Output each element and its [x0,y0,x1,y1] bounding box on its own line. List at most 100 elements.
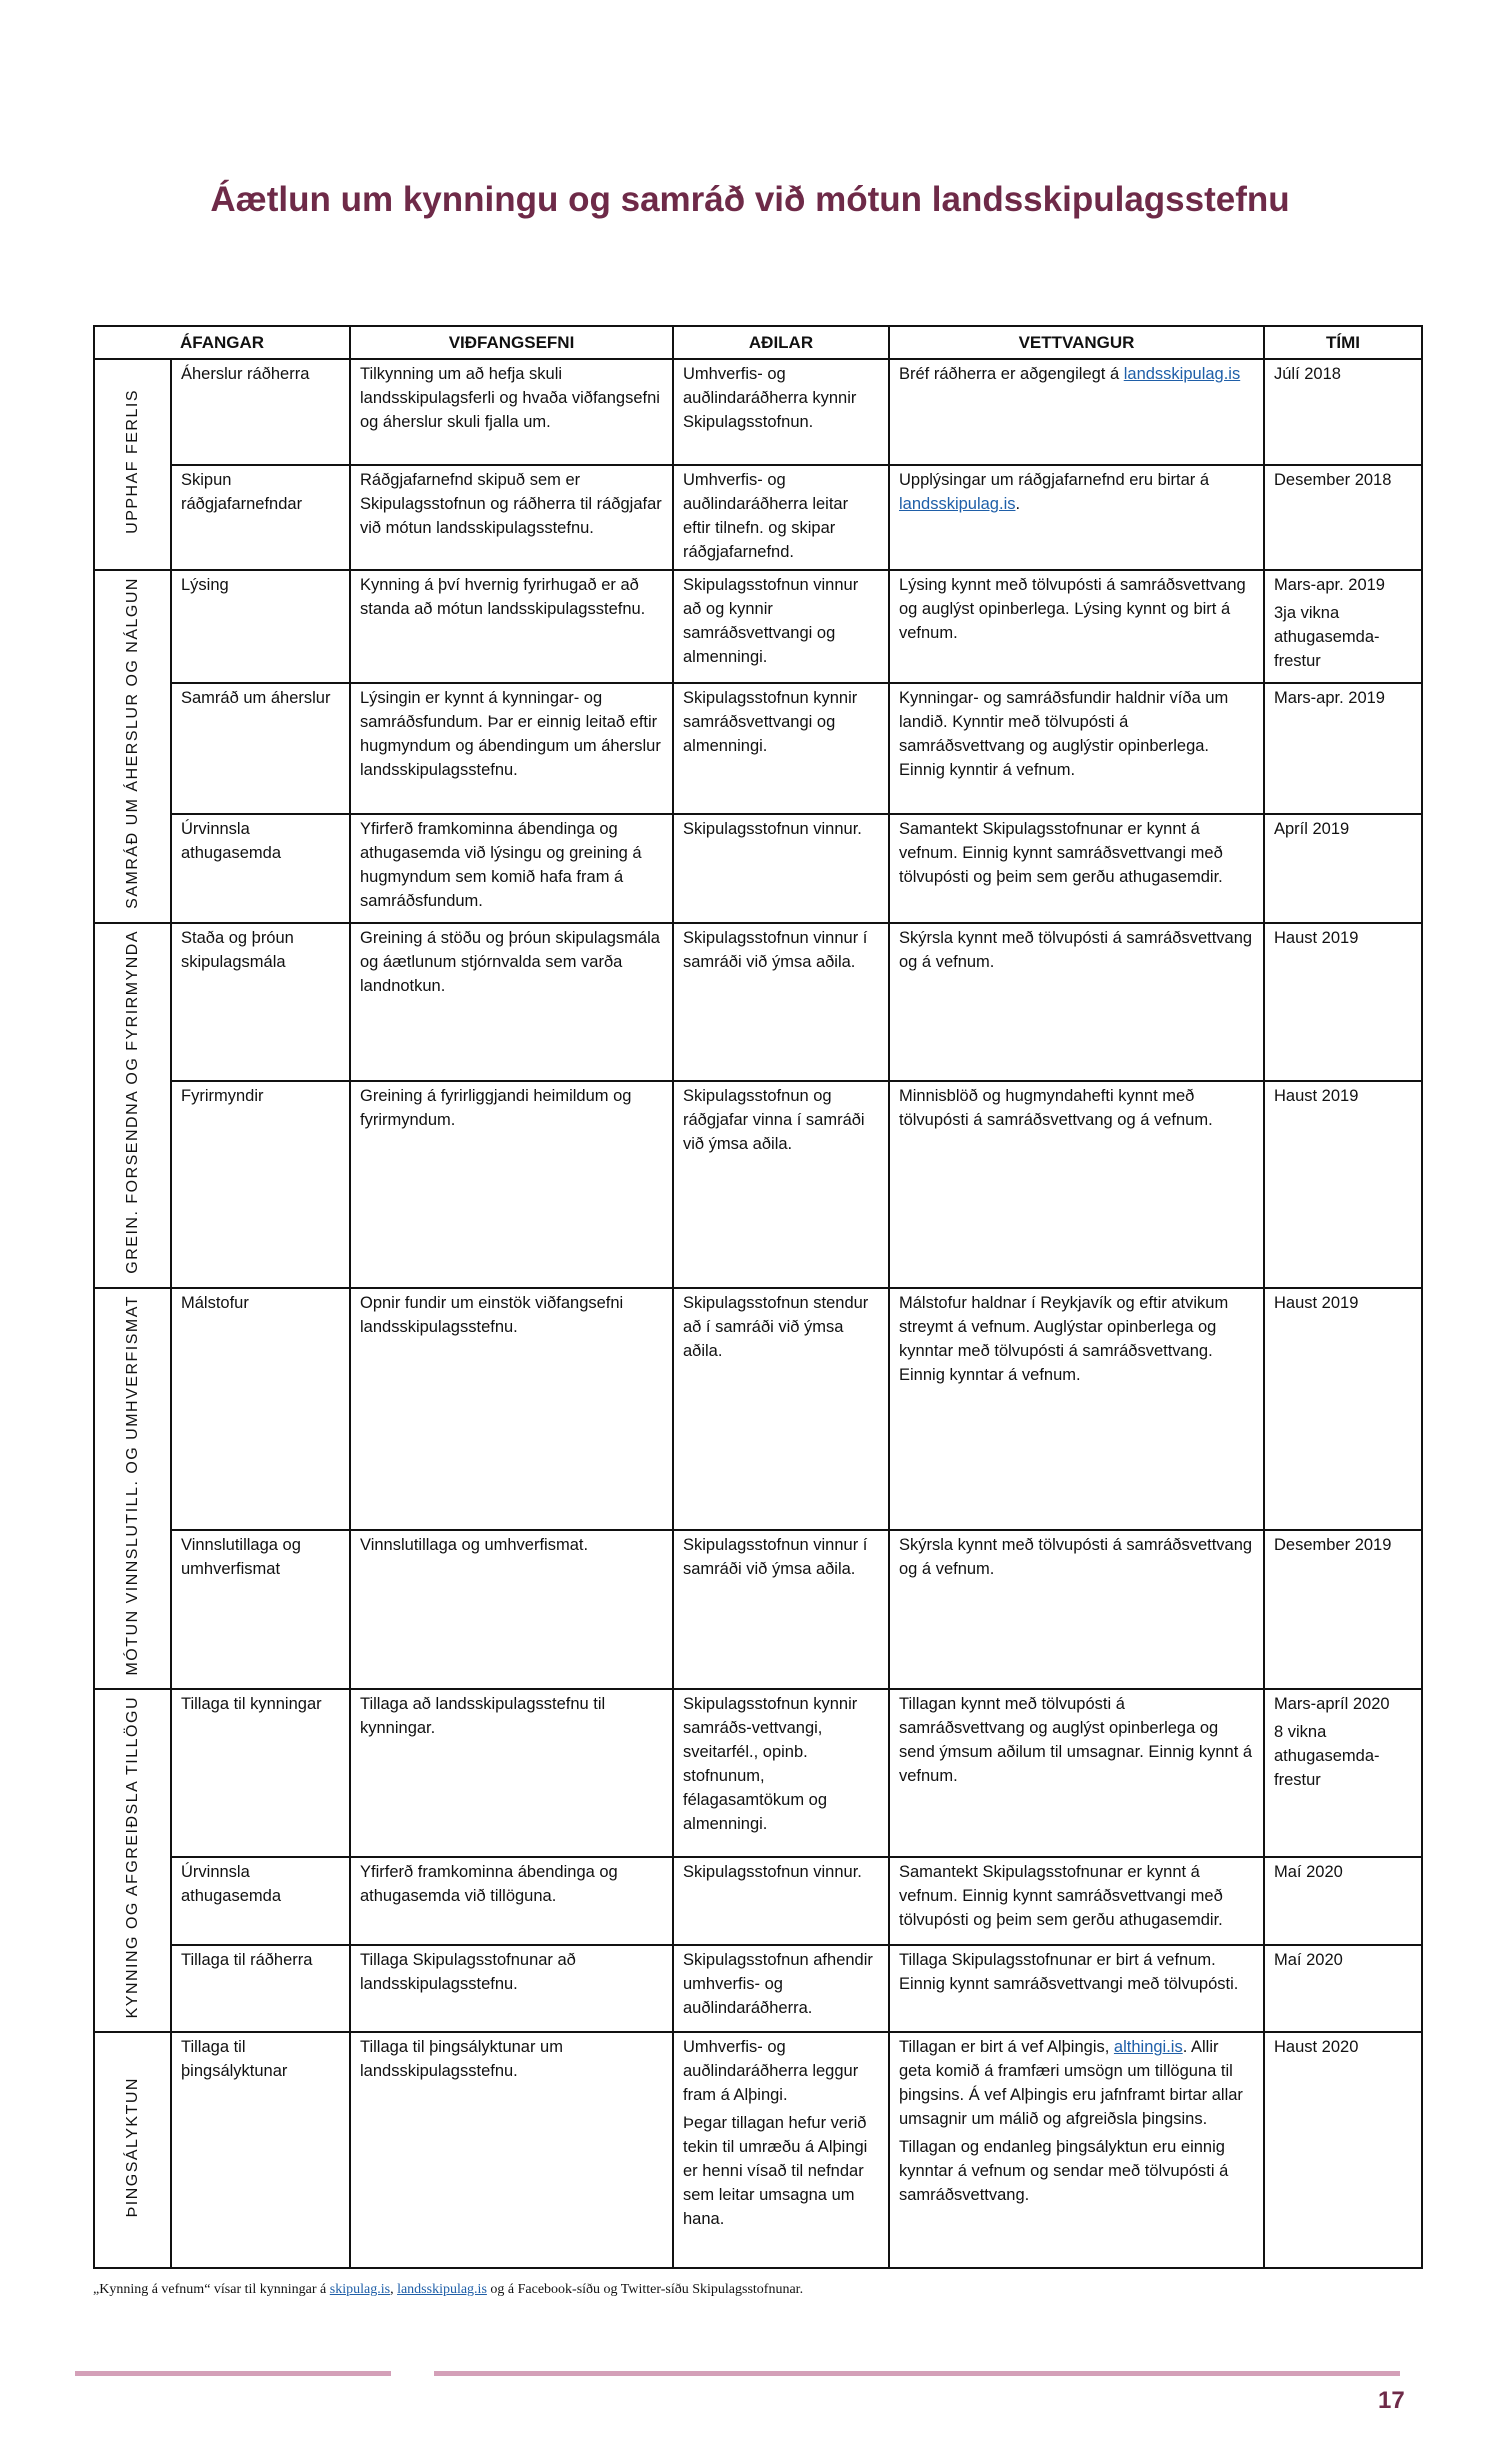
table-row: Úrvinnsla athugasemda Yfirferð framkominn… [94,813,1423,924]
stage-cell: Málstofur [170,1286,351,1531]
stage-cell: Staða og þróun skipulagsmála [170,921,351,1082]
venue-link[interactable]: althingi.is [1113,2038,1183,2057]
table-row: Vinnslutillaga og umhverfismat Vinnslutil… [94,1528,1423,1691]
content-area: ÁFANGAR VIÐFANGSEFNI AÐILAR VETTVANGUR T… [93,325,1423,2299]
table-row: MÓTUN VINNSLUTILL. OG UMHVERFISMAT Málsto… [93,1286,1423,1691]
phase-group-label: MÓTUN VINNSLUTILL. OG UMHVERFISMAT [93,1286,172,1691]
parties-text: Skipulagsstofnun vinnur í samráði við ým… [683,928,868,971]
venue-text: Samantekt Skipulagsstofnunar er kynnt á … [899,820,1223,887]
venue-cell: Tillaga Skipulagsstofnunar er birt á vef… [888,1943,1265,2034]
venue-text: Upplýsingar um ráðgjafarnefnd eru birtar… [899,471,1209,489]
footnote-link-landsskipulag[interactable]: landsskipulag.is [397,2282,487,2298]
time-text: Júlí 2018 [1274,365,1341,383]
time-text: Haust 2019 [1274,1086,1359,1105]
header-afangar: ÁFANGAR [93,325,351,360]
phase-group-label: KYNNING OG AFGREIÐSLA TILLÖGU [93,1688,172,2034]
venue-text-after: . [1015,495,1021,513]
parties-text: Skipulagsstofnun kynnir samráðsvettvangi… [683,688,858,755]
stage-cell: Úrvinnsla athugasemda [170,813,351,924]
parties-text: Skipulagsstofnun vinnur að og kynnir sam… [683,576,859,666]
parties-text: Skipulagsstofnun vinnur í samráði við ým… [683,1535,868,1578]
topic-cell: Opnir fundir um einstök viðfangsefni lan… [349,1286,674,1531]
venue-text: Bréf ráðherra er aðgengilegt á [899,365,1120,383]
table-row: KYNNING OG AFGREIÐSLA TILLÖGU Tillaga til… [93,1688,1423,2034]
phase-label: UPPHAF FERLIS [123,388,141,534]
venue-cell: Skýrsla kynnt með tölvupósti á samráðsve… [888,1528,1265,1691]
footnote-sep: , [390,2282,398,2298]
table-row: Skipun ráðgjafarnefndar Ráðgjafarnefnd sk… [94,464,1423,571]
time-cell: Desember 2019 [1263,1528,1423,1691]
stage-cell: Áherslur ráðherra [170,358,351,466]
footer-rule-right [434,2371,1400,2377]
venue-text: Samantekt Skipulagsstofnunar er kynnt á … [899,1862,1223,1929]
venue-cell: Bréf ráðherra er aðgengilegt á landsskip… [888,358,1265,466]
time-cell: Haust 2019 [1263,1079,1423,1289]
venue-cell: Samantekt Skipulagsstofnunar er kynnt á … [888,1855,1265,1946]
parties-cell: Skipulagsstofnun stendur að í samráði vi… [672,1286,890,1531]
parties-cell: Skipulagsstofnun afhendir umhverfis- og … [672,1943,890,2034]
topic-cell: Greining á stöðu og þróun skipulagsmála … [349,921,674,1082]
phase-label: GREIN. FORSENDNA OG FYRIRMYNDA [123,929,141,1274]
time-cell: Maí 2020 [1263,1855,1423,1946]
parties-cell: Umhverfis- og auðlindaráðherra leggur fr… [672,2031,890,2270]
topic-cell: Vinnslutillaga og umhverfismat. [349,1528,674,1691]
venue-text: Tillagan kynnt með tölvupósti á samráðsv… [899,1695,1253,1786]
venue-text: Lýsing kynnt með tölvupósti á samráðsvet… [899,576,1246,642]
table-row: ÞINGSÁLYKTUN Tillaga til þingsályktunar Ti… [93,2031,1423,2270]
footnote-link-skipulag[interactable]: skipulag.is [329,2282,391,2298]
time-cell: Mars-apr. 2019 [1263,681,1423,816]
venue-text: Kynningar- og samráðsfundir haldnir víða… [899,688,1229,779]
time-cell: Mars-apríl 2020 8 vikna athugasemda-frest… [1263,1688,1423,1858]
parties-cell: Umhverfis- og auðlindaráðherra kynnir Sk… [672,358,890,466]
phase-label: SAMRÁÐ UM ÁHERSLUR OG NÁLGUN [123,577,141,909]
topic-cell: Yfirferð framkominna ábendinga og athuga… [349,1855,674,1946]
page-title: Áætlun um kynningu og samráð við mótun l… [210,180,1290,219]
stage-cell: Lýsing [170,569,351,684]
time-text: Mars-apr. 2019 [1274,576,1385,594]
deadline-text: 3ja vikna athugasemda-frestur [1274,604,1380,670]
topic-cell: Tillaga að landsskipulagsstefnu til kynn… [349,1688,674,1858]
time-cell: Haust 2019 [1263,921,1423,1082]
stage-cell: Samráð um áherslur [170,681,351,816]
phase-group-label: UPPHAF FERLIS [93,358,172,571]
venue-cell: Minnisblöð og hugmyndahefti kynnt með tö… [888,1079,1265,1289]
venue-cell: Lýsing kynnt með tölvupósti á samráðsvet… [888,569,1265,684]
time-text: Maí 2020 [1274,1950,1343,1969]
plan-table: ÁFANGAR VIÐFANGSEFNI AÐILAR VETTVANGUR T… [93,325,1423,2270]
topic-cell: Ráðgjafarnefnd skipuð sem er Skipulagsst… [349,464,674,571]
time-text: Haust 2019 [1274,928,1359,947]
time-cell: Apríl 2019 [1263,813,1423,924]
time-text: Mars-apr. 2019 [1274,688,1385,707]
phase-group-label: SAMRÁÐ UM ÁHERSLUR OG NÁLGUN [93,569,172,924]
venue-cell: Tillagan er birt á vef Alþingis, althing… [888,2031,1265,2270]
stage-cell: Tillaga til kynningar [170,1688,351,1858]
venue-link[interactable]: landsskipulag.is [899,495,1016,513]
header-vettvangur: VETTVANGUR [888,325,1265,360]
header-timi: TÍMI [1263,325,1423,360]
phase-label: MÓTUN VINNSLUTILL. OG UMHVERFISMAT [123,1294,141,1676]
time-cell: Mars-apr. 2019 3ja vikna athugasemda-fres… [1263,569,1423,684]
parties-text: Skipulagsstofnun vinnur. [683,820,862,839]
time-text: Haust 2020 [1274,2038,1359,2057]
venue-link[interactable]: landsskipulag.is [1123,365,1241,383]
time-cell: Júlí 2018 [1263,358,1423,466]
phase-group-label: ÞINGSÁLYKTUN [93,2031,172,2270]
time-cell: Haust 2020 [1263,2031,1423,2270]
stage-cell: Úrvinnsla athugasemda [170,1855,351,1946]
topic-cell: Tillaga til þingsályktunar um landsskipu… [349,2031,674,2270]
venue-text: Minnisblöð og hugmyndahefti kynnt með tö… [899,1086,1213,1129]
parties-text: Umhverfis- og auðlindaráðherra leitar ef… [683,471,849,561]
stage-cell: Tillaga til þingsályktunar [170,2031,351,2270]
topic-cell: Tilkynning um að hefja skuli landsskipul… [349,358,674,466]
parties-text: Skipulagsstofnun og ráðgjafar vinna í sa… [683,1086,865,1153]
parties-text: Skipulagsstofnun kynnir samráðs-vettvang… [683,1695,858,1834]
deadline-text: 8 vikna athugasemda-frestur [1274,1723,1380,1790]
phase-label: ÞINGSÁLYKTUN [123,2076,141,2218]
venue-text: Skýrsla kynnt með tölvupósti á samráðsve… [899,1535,1253,1578]
parties-cell: Skipulagsstofnun vinnur að og kynnir sam… [672,569,890,684]
venue-cell: Málstofur haldnar í Reykjavík og eftir a… [888,1286,1265,1531]
topic-cell: Greining á fyrirliggjandi heimildum og f… [349,1079,674,1289]
venue-text: Skýrsla kynnt með tölvupósti á samráðsve… [899,928,1253,971]
parties-cell: Umhverfis- og auðlindaráðherra leitar ef… [672,464,890,571]
parties-cell: Skipulagsstofnun vinnur. [672,1855,890,1946]
